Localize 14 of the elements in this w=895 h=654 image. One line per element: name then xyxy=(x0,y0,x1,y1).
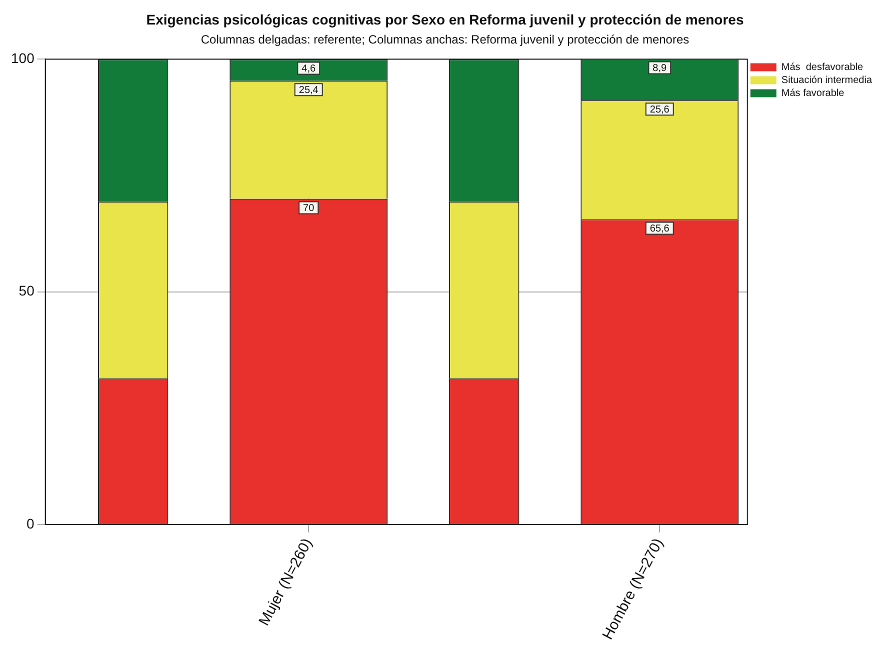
y-tick-label: 0 xyxy=(26,515,35,532)
chart-subtitle: Columnas delgadas: referente; Columnas anchas: Reforma juvenil y protección de menores xyxy=(200,32,690,46)
y-tick-label: 100 xyxy=(11,50,35,66)
data-label: 25,6 xyxy=(650,104,670,116)
y-tick-label: 50 xyxy=(18,282,35,299)
legend-label: Situación intermedia xyxy=(781,74,872,86)
chart-title: Exigencias psicológicas cognitivas por Sexo en Reforma juvenil y protección de menores xyxy=(146,11,744,28)
data-label: 70 xyxy=(303,203,315,214)
legend-label: Más favorable xyxy=(781,88,845,99)
legend-label: Más desfavorable xyxy=(781,62,864,73)
data-label: 25,4 xyxy=(298,84,319,96)
data-label: 4,6 xyxy=(302,63,316,74)
data-label: 65,6 xyxy=(650,224,670,235)
data-label: 8,9 xyxy=(652,62,668,74)
